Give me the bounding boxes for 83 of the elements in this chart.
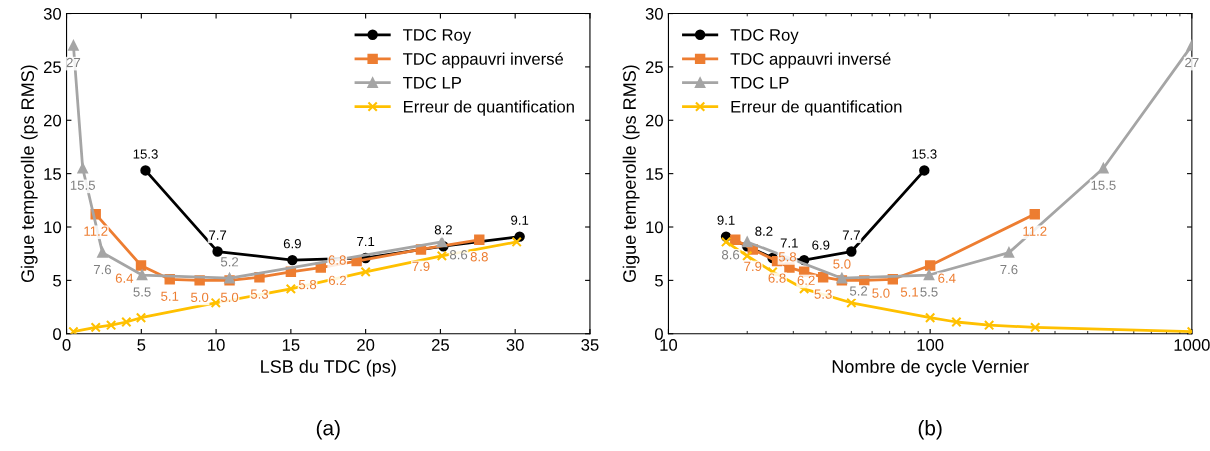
y-tick-label: 10	[646, 221, 663, 234]
legend-label: TDC appauvri inversé	[730, 52, 891, 69]
data-label: 9.1	[511, 215, 529, 225]
data-label: 6.2	[328, 275, 346, 285]
x-axis-title: Nombre de cycle Vernier	[832, 359, 1029, 377]
data-label: 8.8	[470, 252, 488, 262]
data-label: 5.2	[220, 257, 239, 267]
data-label: 7.6	[1000, 264, 1018, 275]
data-label: 8.6	[721, 250, 740, 260]
y-tick-label: 15	[646, 168, 663, 180]
y-tick-label: 5	[53, 274, 61, 287]
data-label: 7.6	[93, 264, 112, 275]
data-label: 6.8	[328, 255, 346, 265]
data-label: 7.9	[412, 261, 430, 272]
text: (b)	[918, 420, 942, 440]
data-label: 15.3	[133, 149, 158, 159]
data-label: 27	[66, 57, 81, 68]
x-tick-label: 5	[137, 339, 146, 351]
y-tick-label: 0	[53, 328, 62, 340]
y-axis-title: Gigue temperolle (ps RMS)	[20, 65, 38, 283]
y-tick-label: 0	[654, 328, 663, 340]
data-label: 5.0	[833, 259, 851, 269]
data-label: 5.3	[250, 289, 269, 299]
data-label: 6.8	[768, 273, 786, 283]
legend-label: Erreur de quantification	[404, 100, 574, 116]
data-label: 6.9	[283, 239, 301, 249]
legend-label: TDC appauvri inversé	[403, 52, 564, 69]
data-label: 5.1	[900, 287, 919, 297]
data-label: 7.7	[842, 230, 860, 240]
y-tick-label: 10	[44, 221, 62, 234]
legend-label: TDC Roy	[730, 28, 799, 45]
x-tick-label: 35	[581, 339, 599, 351]
data-label: 6.9	[812, 240, 830, 250]
x-tick-label: 10	[208, 339, 225, 351]
data-label: 6.4	[938, 273, 956, 283]
data-label: 6.4	[115, 273, 134, 283]
y-tick-label: 25	[43, 61, 61, 74]
data-label: 15.3	[912, 149, 937, 159]
y-tick-label: 30	[43, 7, 62, 20]
data-label: 5.0	[191, 292, 209, 302]
data-label: 11.2	[1023, 226, 1047, 236]
x-tick-label: 100	[917, 339, 944, 351]
x-tick-label: 20	[357, 339, 375, 351]
data-label: 7.7	[209, 230, 227, 240]
data-label: 7.9	[744, 261, 762, 272]
data-label: 5.1	[161, 291, 179, 301]
legend-label: Erreur de quantification	[731, 100, 902, 116]
y-tick-label: 30	[645, 7, 663, 20]
data-label: 5.2	[849, 286, 868, 296]
y-tick-label: 20	[43, 114, 62, 127]
data-label: 8.6	[449, 250, 468, 260]
data-label: 7.1	[780, 238, 798, 248]
data-label: 15.5	[1091, 180, 1116, 190]
x-tick-label: 25	[431, 339, 449, 351]
data-label: 11.2	[84, 226, 108, 236]
data-label: 6.2	[797, 275, 815, 285]
data-label: 8.2	[755, 226, 773, 236]
y-tick-label: 20	[645, 114, 663, 127]
data-label: 5.5	[133, 287, 151, 297]
y-tick-label: 15	[44, 168, 61, 180]
y-tick-label: 5	[654, 274, 663, 287]
data-label: 7.1	[357, 237, 375, 247]
legend-label: TDC LP	[403, 76, 462, 89]
data-label: 5.3	[814, 289, 832, 299]
data-label: 5.8	[298, 279, 317, 290]
y-tick-label: 25	[645, 61, 663, 74]
x-tick-label: 1000	[1174, 339, 1210, 351]
text: (a)	[316, 420, 340, 440]
data-label: 8.2	[434, 225, 452, 235]
data-label: 27	[1185, 57, 1199, 68]
data-label: 5.5	[920, 287, 938, 297]
legend-label: TDC LP	[730, 76, 789, 89]
x-tick-label: 0	[62, 339, 71, 351]
data-label: 15.5	[70, 180, 95, 190]
legend-label: TDC Roy	[403, 28, 472, 45]
x-axis-title: LSB du TDC (ps)	[261, 359, 396, 377]
x-tick-label: 15	[282, 339, 300, 351]
data-label: 5.8	[778, 252, 797, 262]
data-label: 5.0	[872, 288, 890, 298]
x-tick-label: 30	[506, 339, 524, 351]
y-axis-title: Gigue temperolle (ps RMS)	[622, 65, 640, 283]
data-label: 9.1	[717, 215, 735, 225]
data-label: 5.0	[220, 292, 239, 302]
